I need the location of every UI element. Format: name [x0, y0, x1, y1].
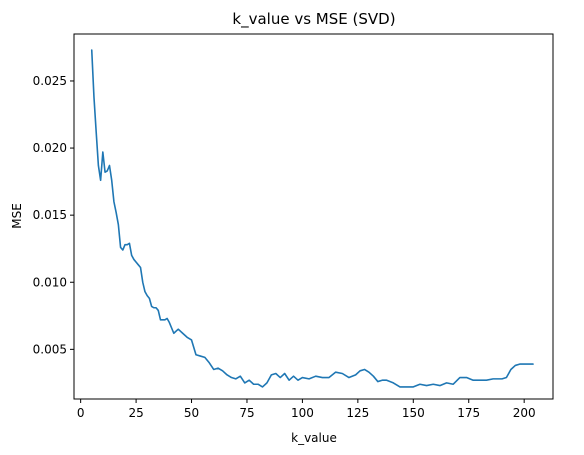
- y-tick-label: 0.025: [33, 74, 67, 88]
- plot-frame: [73, 33, 554, 400]
- x-axis-label: k_value: [291, 431, 337, 445]
- y-tick-label: 0.020: [33, 141, 67, 155]
- x-tick-label: 0: [77, 406, 85, 420]
- x-tick-label: 125: [346, 406, 369, 420]
- y-tick-label: 0.010: [33, 275, 67, 289]
- y-tick-label: 0.015: [33, 208, 67, 222]
- plot-area: [73, 33, 554, 400]
- x-tick-label: 100: [291, 406, 314, 420]
- x-axis: 0 25 50 75 100 125 150 175 200: [77, 399, 536, 420]
- x-tick-label: 25: [128, 406, 143, 420]
- x-tick-label: 200: [513, 406, 536, 420]
- y-axis: 0.005 0.010 0.015 0.020 0.025: [33, 74, 74, 356]
- x-tick-label: 150: [402, 406, 425, 420]
- y-tick-label: 0.005: [33, 342, 67, 356]
- series-line: [90, 49, 534, 388]
- x-tick-label: 50: [184, 406, 199, 420]
- chart-title: k_value vs MSE (SVD): [232, 10, 395, 29]
- y-axis-label: MSE: [10, 203, 24, 229]
- x-tick-label: 175: [457, 406, 480, 420]
- x-tick-label: 75: [239, 406, 254, 420]
- series-layer: [90, 49, 534, 388]
